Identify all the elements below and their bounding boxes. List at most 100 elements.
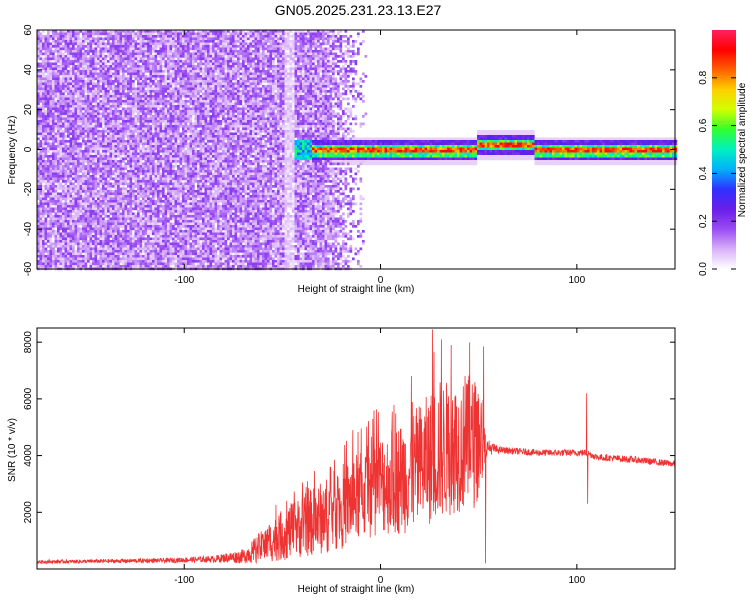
heatmap-cell bbox=[172, 52, 175, 56]
heatmap-cell bbox=[162, 222, 165, 226]
heatmap-cell bbox=[47, 222, 50, 226]
heatmap-cell bbox=[104, 122, 108, 126]
heatmap-cell bbox=[139, 265, 143, 268]
heatmap-cell bbox=[162, 90, 165, 93]
heatmap-cell bbox=[109, 120, 113, 123]
heatmap-cell bbox=[142, 85, 145, 88]
heatmap-cell bbox=[157, 185, 160, 188]
heatmap-cell bbox=[159, 80, 163, 83]
heatmap-cell bbox=[109, 105, 113, 108]
heatmap-cell bbox=[49, 202, 53, 206]
heatmap-cell bbox=[52, 232, 55, 236]
heatmap-cell bbox=[112, 120, 115, 123]
heatmap-cell bbox=[94, 37, 98, 41]
heatmap-cell bbox=[64, 150, 68, 153]
heatmap-cell bbox=[99, 232, 103, 236]
heatmap-cell bbox=[57, 152, 60, 156]
heatmap-cell bbox=[57, 92, 60, 96]
heatmap-cell bbox=[132, 107, 135, 111]
heatmap-cell bbox=[82, 227, 85, 231]
heatmap-cell bbox=[154, 157, 158, 161]
heatmap-cell bbox=[69, 260, 73, 263]
heatmap-cell bbox=[62, 70, 65, 73]
heatmap-cell bbox=[124, 155, 128, 158]
heatmap-cell bbox=[124, 95, 128, 98]
heatmap-cell bbox=[72, 220, 75, 223]
heatmap-cell bbox=[137, 55, 140, 58]
heatmap-cell bbox=[57, 32, 60, 36]
heatmap-cell bbox=[57, 227, 60, 231]
heatmap-cell bbox=[157, 60, 160, 63]
heatmap-cell bbox=[102, 130, 105, 133]
heatmap-cell bbox=[154, 120, 158, 123]
heatmap-cell bbox=[112, 217, 115, 221]
heatmap-cell bbox=[84, 100, 88, 103]
heatmap-cell bbox=[172, 122, 175, 126]
heatmap-cell bbox=[89, 145, 93, 148]
heatmap-cell bbox=[37, 95, 40, 98]
heatmap-cell bbox=[84, 245, 88, 248]
heatmap-cell bbox=[79, 80, 83, 83]
heatmap-cell bbox=[164, 222, 168, 226]
heatmap-cell bbox=[127, 32, 130, 36]
heatmap-cell bbox=[169, 97, 173, 101]
heatmap-cell bbox=[114, 265, 118, 268]
heatmap-cell bbox=[67, 175, 70, 178]
heatmap-cell bbox=[137, 157, 140, 161]
heatmap-cell bbox=[154, 110, 158, 113]
heatmap-cell bbox=[119, 97, 123, 101]
heatmap-cell bbox=[162, 50, 165, 53]
heatmap-cell bbox=[109, 35, 113, 38]
heatmap-cell bbox=[152, 207, 155, 211]
heatmap-cell bbox=[97, 40, 100, 43]
heatmap-cell bbox=[127, 195, 130, 198]
heatmap-cell bbox=[72, 40, 75, 43]
heatmap-cell bbox=[149, 187, 153, 191]
heatmap-cell bbox=[124, 195, 128, 198]
heatmap-cell bbox=[69, 195, 73, 198]
heatmap-cell bbox=[169, 95, 173, 98]
heatmap-cell bbox=[79, 220, 83, 223]
heatmap-cell bbox=[149, 205, 153, 208]
heatmap-cell bbox=[77, 187, 80, 191]
heatmap-cell bbox=[104, 87, 108, 91]
heatmap-cell bbox=[152, 225, 155, 228]
heatmap-cell bbox=[134, 180, 138, 183]
heatmap-cell bbox=[159, 115, 163, 118]
heatmap-cell bbox=[42, 265, 45, 268]
heatmap-cell bbox=[74, 157, 78, 161]
heatmap-cell bbox=[47, 225, 50, 228]
heatmap-cell bbox=[172, 137, 175, 141]
heatmap-cell bbox=[57, 55, 60, 58]
heatmap-cell bbox=[117, 57, 120, 61]
heatmap-cell bbox=[159, 62, 163, 66]
heatmap-cell bbox=[89, 175, 93, 178]
heatmap-cell bbox=[62, 60, 65, 63]
heatmap-cell bbox=[102, 242, 105, 246]
heatmap-cell bbox=[42, 145, 45, 148]
heatmap-cell bbox=[137, 42, 140, 46]
heatmap-cell bbox=[142, 157, 145, 161]
heatmap-cell bbox=[172, 177, 175, 181]
heatmap-cell bbox=[89, 100, 93, 103]
heatmap-cell bbox=[124, 200, 128, 203]
heatmap-cell bbox=[94, 257, 98, 261]
heatmap-cell bbox=[87, 112, 90, 116]
heatmap-cell bbox=[92, 155, 95, 158]
heatmap-cell bbox=[62, 65, 65, 68]
heatmap-cell bbox=[82, 115, 85, 118]
heatmap-cell bbox=[99, 255, 103, 258]
heatmap-cell bbox=[97, 260, 100, 263]
heatmap-cell bbox=[114, 107, 118, 111]
heatmap-cell bbox=[129, 200, 133, 203]
heatmap-cell bbox=[102, 72, 105, 76]
heatmap-cell bbox=[147, 210, 150, 213]
heatmap-cell bbox=[149, 137, 153, 141]
heatmap-cell bbox=[59, 237, 63, 241]
heatmap-cell bbox=[94, 107, 98, 111]
heatmap-cell bbox=[167, 202, 170, 206]
heatmap-cell bbox=[54, 40, 58, 43]
heatmap-cell bbox=[52, 262, 55, 266]
heatmap-cell bbox=[104, 190, 108, 193]
heatmap-cell bbox=[139, 185, 143, 188]
